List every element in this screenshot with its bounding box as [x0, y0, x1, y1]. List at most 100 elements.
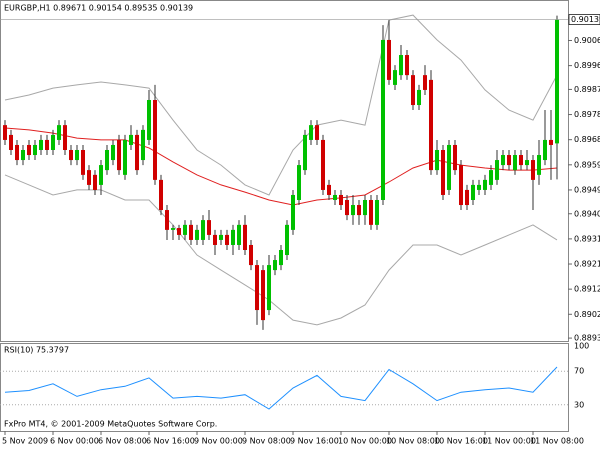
candle-body: [363, 199, 367, 216]
x-tick-label: 10 Nov 16:00: [434, 437, 488, 446]
candle-body: [141, 129, 145, 161]
candle-body: [75, 149, 79, 161]
candle-body: [399, 55, 403, 76]
x-tick-label: 10 Nov 00:00: [338, 437, 392, 446]
candle-body: [225, 234, 229, 245]
candle-body: [105, 149, 109, 171]
candle-body: [147, 99, 151, 140]
candle-body: [489, 170, 493, 185]
x-tick-label: 11 Nov 00:00: [482, 437, 536, 446]
candle-body: [417, 89, 421, 106]
candle-body: [309, 125, 313, 140]
candle-body: [555, 19, 559, 144]
candle-body: [291, 194, 295, 230]
candle-body: [375, 199, 379, 225]
candle-body: [297, 165, 301, 200]
candle-body: [237, 224, 241, 245]
candle-body: [477, 184, 481, 190]
x-tick-label: 10 Nov 08:00: [386, 437, 440, 446]
x-tick-label: 6 Nov 00:00: [50, 437, 99, 446]
candle-body: [405, 55, 409, 76]
candle-body: [45, 139, 49, 150]
candle-body: [39, 139, 43, 150]
candle-body: [135, 134, 139, 171]
candle-body: [369, 199, 373, 225]
candle-body: [219, 234, 223, 240]
candle-body: [513, 155, 517, 171]
moving-average: [4, 127, 558, 206]
candle-body: [27, 144, 31, 156]
x-tick-label: 9 Nov 16:00: [290, 437, 339, 446]
last-price-label: 0.90139: [571, 15, 600, 24]
candle-body: [189, 224, 193, 240]
candle-body: [87, 170, 91, 185]
candle-body: [483, 179, 487, 190]
candle-body: [261, 270, 265, 321]
rsi-line: [4, 366, 558, 410]
candle-body: [243, 224, 247, 250]
candle-body: [267, 265, 271, 311]
candle-body: [543, 139, 547, 161]
y-tick-label: 0.89215: [574, 260, 600, 269]
candle-body: [327, 184, 331, 195]
candle-body: [195, 229, 199, 240]
candle-body: [99, 165, 103, 185]
candle-body: [111, 144, 115, 161]
candle-body: [159, 179, 163, 211]
candle-body: [387, 39, 391, 80]
candle-body: [3, 125, 7, 140]
x-tick-label: 6 Nov 16:00: [146, 437, 195, 446]
last-price-box: [568, 14, 600, 25]
x-tick-label: 11 Nov 08:00: [530, 437, 584, 446]
candle-body: [81, 149, 85, 175]
candle-body: [63, 125, 67, 150]
candle-body: [21, 149, 25, 161]
x-tick-label: 6 Nov 08:00: [98, 437, 147, 446]
candle-body: [57, 125, 61, 140]
candle-body: [339, 194, 343, 206]
y-tick-label: 0.89405: [574, 209, 600, 218]
candle-body: [411, 75, 415, 106]
candle-body: [321, 139, 325, 190]
candle-body: [345, 199, 349, 216]
price-panel: [0, 0, 569, 342]
rsi-panel: [0, 343, 569, 432]
candle-body: [447, 144, 451, 190]
band-upper: [4, 14, 558, 196]
rsi-title: RSI(10) 75.3797: [4, 346, 69, 355]
candle-body: [201, 220, 205, 240]
candle-body: [117, 139, 121, 171]
x-tick-label: 9 Nov 00:00: [194, 437, 243, 446]
candle-body: [393, 70, 397, 85]
candle-body: [9, 134, 13, 150]
candle-body: [435, 149, 439, 171]
rsi-tick-label: 70: [574, 367, 584, 376]
candle-body: [537, 155, 541, 175]
candle-body: [183, 224, 187, 235]
candle-body: [33, 144, 37, 156]
y-tick-label: 0.89025: [574, 310, 600, 319]
candle-body: [381, 39, 385, 200]
y-tick-label: 0.89965: [574, 61, 600, 70]
candle-body: [93, 174, 97, 190]
candle-body: [315, 125, 319, 140]
candle-body: [357, 205, 361, 216]
y-tick-label: 0.89875: [574, 85, 600, 94]
candle-body: [165, 210, 169, 230]
candle-body: [279, 249, 283, 266]
candle-body: [495, 160, 499, 180]
candle-body: [351, 205, 355, 216]
candle-body: [501, 155, 505, 166]
candle-body: [123, 139, 127, 175]
candle-body: [51, 134, 55, 150]
candle-body: [249, 244, 253, 266]
candle-body: [15, 144, 19, 161]
candle-body: [333, 194, 337, 200]
candle-body: [459, 165, 463, 206]
chart-title: EURGBP,H1 0.89671 0.90154 0.89535 0.9013…: [4, 4, 193, 13]
candle-body: [69, 149, 73, 161]
